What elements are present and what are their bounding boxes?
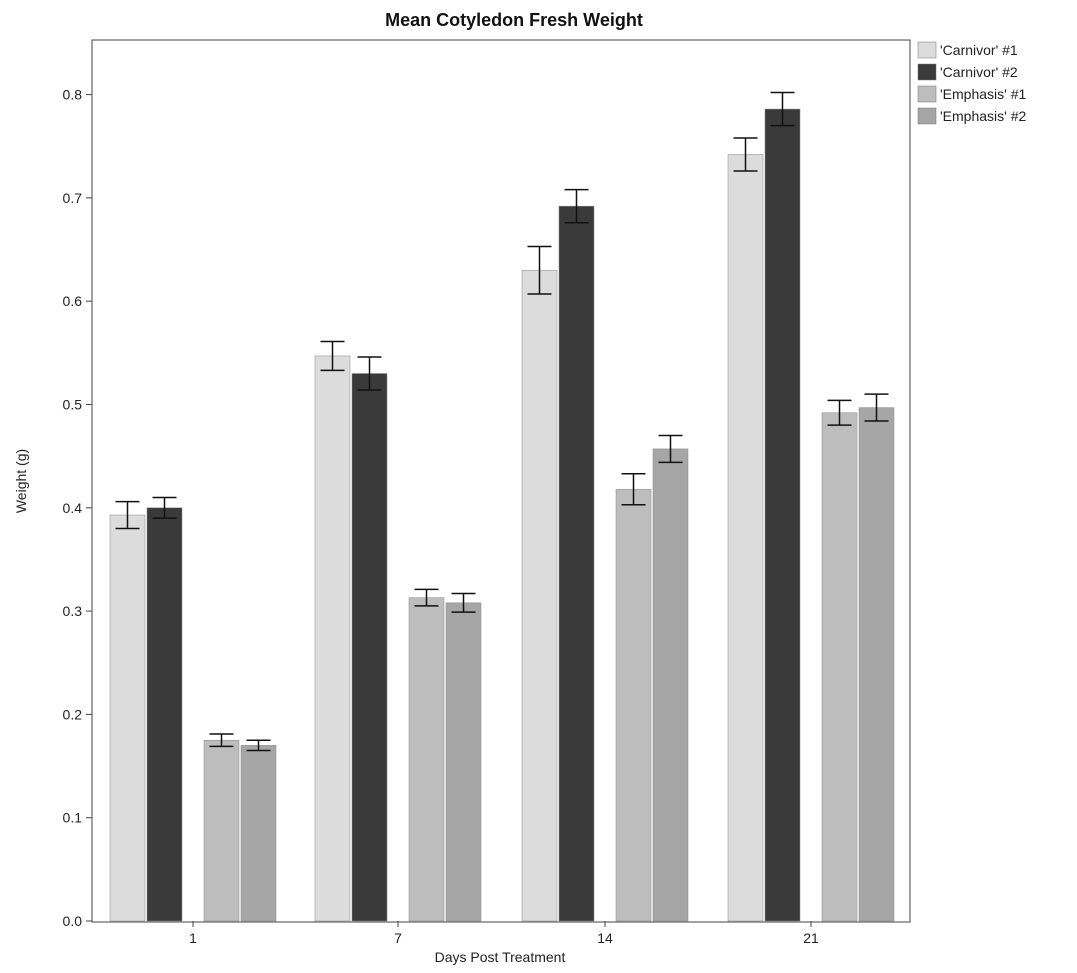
bar-day1-series3	[203, 739, 240, 922]
legend-item-2: 'Carnivor' #2	[917, 63, 1018, 81]
legend-label: 'Carnivor' #2	[940, 64, 1018, 80]
y-axis: 0.0 0.1 0.2 0.3 0.4 0.5 0.6 0.7 0.8	[63, 87, 92, 929]
bar-day1-series1	[109, 514, 146, 922]
legend-label: 'Emphasis' #2	[940, 108, 1026, 124]
bar-day21-series2	[764, 108, 801, 922]
bar-day7-series2	[351, 373, 388, 922]
error-bar-day7-series2	[357, 356, 382, 391]
error-bar-day7-series4	[451, 592, 476, 613]
chart-title: Mean Cotyledon Fresh Weight	[385, 10, 643, 30]
x-axis-title: Days Post Treatment	[435, 949, 566, 965]
error-bar-day14-series3	[621, 472, 646, 506]
error-bar-day1-series3	[209, 733, 234, 748]
error-bar-day14-series1	[527, 245, 552, 295]
legend-item-4: 'Emphasis' #2	[917, 107, 1026, 125]
x-tick-label: 14	[597, 930, 613, 946]
bar-day14-series1	[521, 269, 558, 922]
bar-day14-series4	[652, 448, 689, 922]
bar-day21-series3	[821, 412, 858, 922]
y-tick-label: 0.4	[63, 500, 83, 516]
y-tick-label: 0.0	[63, 913, 83, 929]
error-bar-day14-series4	[658, 434, 683, 464]
error-bar-day21-series2	[770, 91, 795, 127]
bar-day7-series4	[445, 602, 482, 922]
error-bar-day1-series4	[246, 739, 271, 752]
error-bar-day14-series2	[564, 188, 589, 224]
legend-label: 'Emphasis' #1	[940, 86, 1026, 102]
y-tick-label: 0.5	[63, 397, 83, 413]
error-bar-day7-series3	[414, 588, 439, 607]
bar-day7-series1	[314, 355, 351, 922]
legend: 'Carnivor' #1 'Carnivor' #2 'Emphasis' #1 '…	[917, 41, 1026, 125]
y-tick-label: 0.8	[63, 87, 83, 103]
y-tick-label: 0.6	[63, 293, 83, 309]
legend-swatch	[917, 41, 937, 59]
error-bar-day1-series1	[115, 500, 140, 530]
y-tick-label: 0.7	[63, 190, 83, 206]
legend-item-3: 'Emphasis' #1	[917, 85, 1026, 103]
legend-swatch	[917, 63, 937, 81]
error-bar-day21-series4	[864, 393, 889, 422]
x-tick-label: 7	[394, 930, 402, 946]
legend-item-1: 'Carnivor' #1	[917, 41, 1018, 59]
y-tick-label: 0.3	[63, 603, 83, 619]
y-axis-title: Weight (g)	[13, 449, 29, 513]
x-tick-label: 21	[803, 930, 819, 946]
legend-label: 'Carnivor' #1	[940, 42, 1018, 58]
legend-swatch	[917, 85, 937, 103]
bars-layer	[109, 108, 895, 922]
error-bar-day21-series3	[827, 399, 852, 426]
y-tick-label: 0.2	[63, 706, 83, 722]
x-axis: 1 7 14 21	[189, 921, 819, 946]
bar-day1-series2	[146, 507, 183, 922]
x-tick-label: 1	[189, 930, 197, 946]
bar-day7-series3	[408, 597, 445, 922]
y-tick-label: 0.1	[63, 810, 83, 826]
bar-day1-series4	[240, 745, 277, 922]
error-bar-day7-series1	[320, 340, 345, 372]
bar-day14-series2	[558, 205, 595, 922]
legend-swatch	[917, 107, 937, 125]
bar-day21-series1	[727, 154, 764, 922]
bar-day21-series4	[858, 407, 895, 922]
bar-day14-series3	[615, 488, 652, 922]
error-bars-layer	[115, 91, 889, 752]
error-bar-day21-series1	[733, 137, 758, 172]
error-bar-day1-series2	[152, 496, 177, 519]
